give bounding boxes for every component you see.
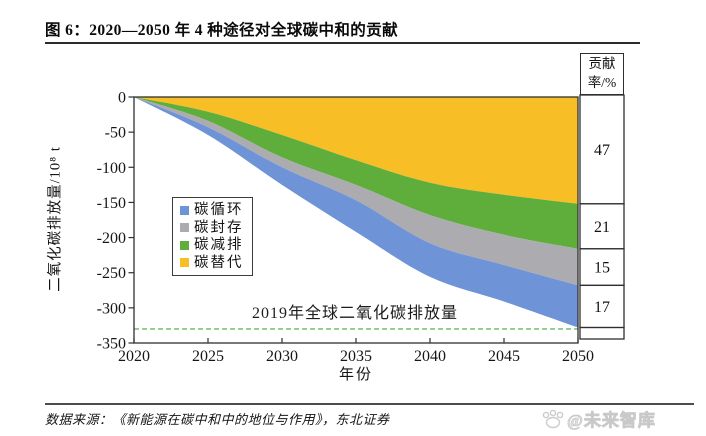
legend-label: 碳封存 bbox=[194, 219, 244, 236]
x-axis-title: 年份 bbox=[338, 367, 374, 383]
legend-swatch-carbon-sequestration bbox=[180, 223, 189, 233]
x-axis-tick-label: 2030 bbox=[266, 348, 298, 365]
x-axis-tick-label: 2035 bbox=[340, 348, 372, 365]
x-axis-tick-label: 2045 bbox=[488, 348, 520, 365]
contribution-value: 17 bbox=[594, 299, 610, 316]
x-axis-tick-label: 2040 bbox=[414, 348, 446, 365]
source-note: 数据来源：《新能源在碳中和中的地位与作用》，东北证券 bbox=[45, 412, 390, 427]
watermark: @未来智库 bbox=[541, 406, 656, 431]
contribution-header: 贡献率/% bbox=[580, 53, 624, 95]
area-carbon-substitution bbox=[134, 97, 578, 204]
legend-item-carbon-substitution: 碳替代 bbox=[180, 254, 252, 271]
y-axis-tick-label: -200 bbox=[97, 230, 126, 247]
contribution-cell bbox=[579, 203, 625, 250]
watermark-text: @未来智库 bbox=[567, 411, 656, 431]
legend-swatch-carbon-cycle bbox=[180, 205, 189, 215]
contribution-value: 47 bbox=[594, 142, 610, 159]
area-carbon-cycle bbox=[134, 97, 578, 328]
title-rule bbox=[45, 42, 640, 44]
area-carbon-emission-reduction bbox=[134, 97, 578, 249]
legend-swatch-carbon-substitution bbox=[180, 258, 189, 268]
figure-title: 图 6：2020—2050 年 4 种途径对全球碳中和的贡献 bbox=[45, 22, 399, 39]
footer-rule bbox=[45, 403, 694, 405]
reference-line-label: 2019年全球二氧化碳排放量 bbox=[251, 305, 459, 322]
legend-label: 碳循环 bbox=[194, 202, 244, 218]
legend-item-carbon-sequestration: 碳封存 bbox=[180, 219, 252, 236]
contribution-cell bbox=[579, 248, 625, 287]
legend-swatch-carbon-emission-reduction bbox=[180, 240, 189, 250]
x-axis-tick-label: 2025 bbox=[192, 348, 224, 365]
y-axis-tick-label: -50 bbox=[105, 125, 126, 142]
contribution-value: 15 bbox=[594, 260, 610, 277]
y-axis-tick-label: -100 bbox=[97, 160, 126, 177]
x-axis-tick-label: 2020 bbox=[118, 348, 150, 365]
y-axis-tick-label: -300 bbox=[97, 300, 126, 317]
contribution-cell bbox=[579, 284, 625, 329]
contribution-cell bbox=[579, 94, 625, 205]
paw-icon bbox=[542, 409, 564, 428]
y-axis-tick-label: -350 bbox=[97, 336, 126, 353]
contribution-cell-empty bbox=[579, 326, 625, 340]
x-axis-tick-label: 2050 bbox=[562, 348, 594, 365]
legend-box: 碳循环 碳封存 碳减排 碳替代 bbox=[172, 197, 253, 276]
y-axis-tick-label: 0 bbox=[118, 90, 126, 107]
area-carbon-sequestration bbox=[134, 97, 578, 286]
legend-label: 碳替代 bbox=[194, 254, 244, 271]
legend-label: 碳减排 bbox=[194, 237, 244, 253]
y-axis-tick-label: -150 bbox=[97, 195, 126, 212]
contribution-value: 21 bbox=[594, 219, 610, 236]
legend-item-carbon-emission-reduction: 碳减排 bbox=[180, 238, 252, 253]
area-bands bbox=[134, 97, 578, 328]
legend-item-carbon-cycle: 碳循环 bbox=[180, 203, 252, 218]
y-axis-tick-label: -250 bbox=[97, 265, 126, 282]
